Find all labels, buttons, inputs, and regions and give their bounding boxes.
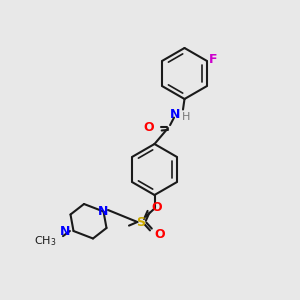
Text: N: N (59, 225, 70, 238)
Text: S: S (136, 215, 146, 229)
Text: O: O (152, 200, 162, 214)
Text: N: N (98, 205, 109, 218)
Text: N: N (170, 108, 181, 121)
Text: O: O (154, 228, 164, 242)
Text: O: O (143, 121, 154, 134)
Text: H: H (182, 112, 190, 122)
Text: F: F (209, 53, 218, 66)
Text: CH$_3$: CH$_3$ (34, 234, 56, 248)
